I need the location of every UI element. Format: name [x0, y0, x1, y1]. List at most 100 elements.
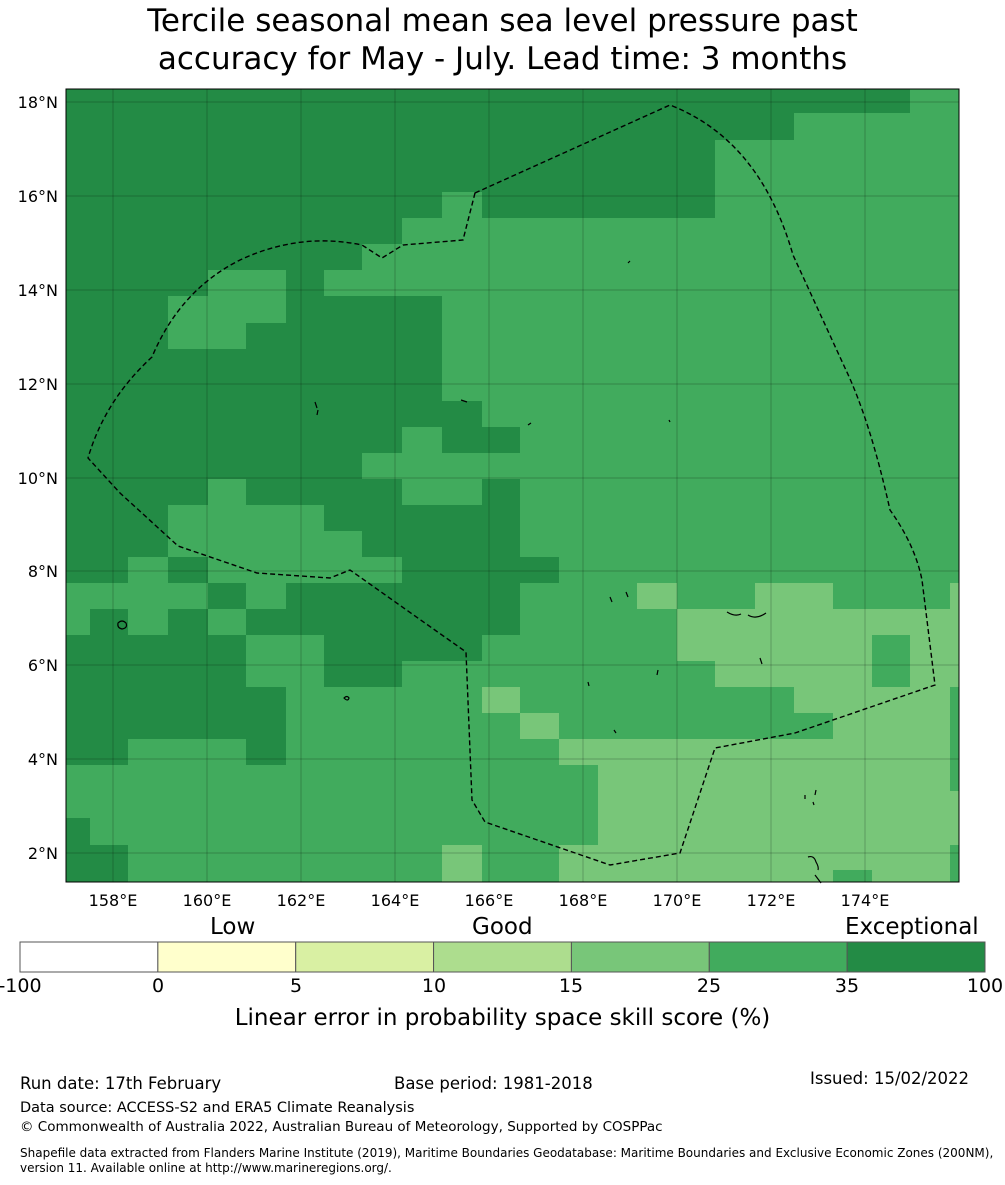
skill-cell [324, 635, 482, 661]
eez-boundary [87, 104, 936, 866]
colorbar-segment [846, 941, 986, 973]
skill-cell [168, 531, 362, 557]
colorbar-title: Linear error in probability space skill … [234, 1005, 771, 1031]
skill-cell [246, 323, 442, 349]
skill-cell [598, 791, 959, 818]
title-line-2: accuracy for May - July. Lead time: 3 mo… [157, 41, 848, 77]
skill-cell [246, 635, 324, 661]
skill-cell [950, 583, 959, 609]
skill-cell [168, 505, 324, 531]
skill-cell [598, 818, 959, 845]
skill-cell [66, 739, 128, 765]
copyright: © Commonwealth of Australia 2022, Austra… [20, 1119, 663, 1135]
skill-cell [833, 870, 872, 882]
skill-cell [286, 296, 442, 323]
skill-cell [637, 583, 677, 609]
skill-cell [66, 349, 442, 401]
latitude-label: 16°N [18, 187, 58, 206]
longitude-labels: 158°E 160°E 162°E 164°E 166°E 168°E 170°E 172°E… [89, 891, 890, 910]
map-frame [65, 88, 960, 883]
skill-cell [66, 113, 794, 140]
category-exceptional: Exceptional [845, 914, 979, 940]
latitude-label: 6°N [28, 656, 58, 675]
colorbar-tick: 25 [696, 975, 722, 997]
latitude-label: 2°N [28, 844, 58, 863]
skill-cell [402, 479, 482, 505]
skill-cell [66, 479, 208, 505]
skill-cell [715, 661, 872, 687]
skill-cell [168, 296, 246, 323]
skill-cell [66, 140, 715, 192]
longitude-label: 170°E [653, 891, 702, 910]
skill-cell [66, 192, 442, 218]
colorbar-segment [157, 941, 297, 973]
skill-cell [66, 218, 402, 244]
skill-cell [66, 244, 362, 270]
colorbar-segment [708, 941, 848, 973]
skill-cell [66, 427, 402, 453]
colorbar-tick: -100 [0, 975, 42, 997]
skill-cell [677, 635, 872, 661]
skill-cell [482, 687, 520, 713]
skill-cell [66, 323, 168, 349]
skill-cell [950, 845, 959, 882]
colorbar-tick: 15 [558, 975, 584, 997]
skill-cell [66, 89, 910, 113]
colorbar-segment [295, 941, 435, 973]
skill-cell [442, 845, 482, 882]
map-title: Tercile seasonal mean sea level pressure… [0, 2, 1005, 78]
skill-cell [362, 531, 520, 557]
latitude-label: 18°N [18, 93, 58, 112]
skill-cell [66, 531, 168, 557]
skill-cell [168, 323, 246, 349]
skill-cell [208, 583, 246, 609]
skill-cell [402, 557, 559, 583]
graticule [66, 89, 959, 882]
skill-cell [324, 505, 520, 531]
colorbar-segment [433, 941, 572, 973]
longitude-label: 162°E [277, 891, 326, 910]
skill-cell [520, 713, 559, 739]
longitude-label: 160°E [183, 891, 232, 910]
skill-cell [208, 270, 286, 296]
latitude-label: 8°N [28, 562, 58, 581]
colorbar-segment [19, 941, 159, 973]
skill-cell [66, 635, 246, 661]
longitude-label: 158°E [89, 891, 138, 910]
skill-cell [66, 818, 90, 845]
islands [117, 260, 822, 884]
skill-cell [755, 583, 833, 609]
skill-cell [324, 661, 402, 687]
latitude-labels: 18°N 16°N 14°N 12°N 10°N 8°N 6°N 4°N 2°N [18, 93, 58, 863]
skill-cell [442, 427, 520, 453]
skill-cell [66, 713, 286, 739]
latitude-label: 14°N [18, 281, 58, 300]
skill-cell [168, 557, 208, 583]
skill-cell [90, 609, 128, 635]
skill-cell [246, 739, 286, 765]
skill-cell [66, 296, 168, 323]
skill-cell [559, 739, 950, 765]
data-source: Data source: ACCESS-S2 and ERA5 Climate … [20, 1100, 415, 1116]
skill-cell [168, 609, 208, 635]
skill-cell [208, 609, 246, 635]
latitude-label: 4°N [28, 750, 58, 769]
longitude-label: 166°E [465, 891, 514, 910]
skill-cell [66, 505, 168, 531]
latitude-label: 12°N [18, 375, 58, 394]
base-period: Base period: 1981-2018 [394, 1074, 593, 1093]
colorbar-tick: 0 [151, 975, 165, 997]
skill-cell [833, 713, 950, 739]
colorbar-segment [570, 941, 710, 973]
skill-cell [246, 583, 286, 609]
skill-grid [66, 89, 959, 882]
latitude-label: 10°N [18, 469, 58, 488]
shapefile-credit: Shapefile data extracted from Flanders M… [20, 1146, 994, 1175]
skill-cell [246, 479, 402, 505]
longitude-label: 172°E [747, 891, 796, 910]
skill-cell [910, 635, 959, 661]
skill-cell [246, 661, 286, 687]
skill-cell [66, 557, 128, 583]
skill-cell [66, 453, 362, 479]
